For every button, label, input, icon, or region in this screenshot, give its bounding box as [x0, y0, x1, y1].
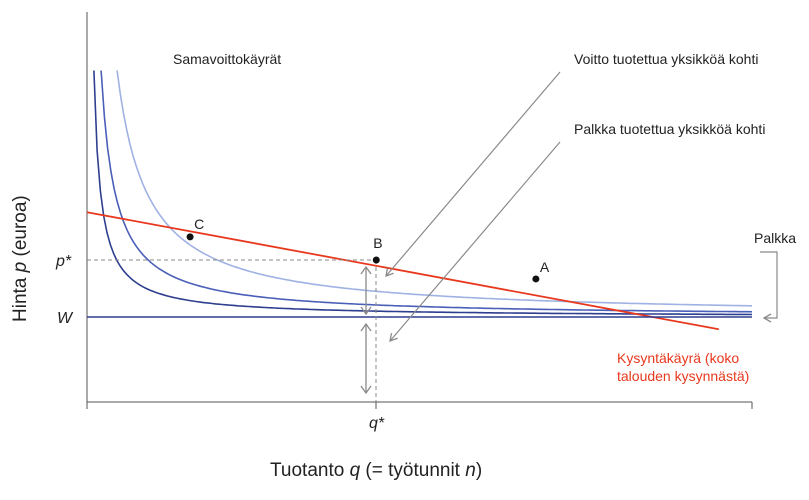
isoprofit-curve-1 — [93, 70, 753, 316]
wage-per-unit-label: Palkka tuotettua yksikköä kohti — [574, 121, 765, 137]
wage-gap-arrow — [360, 322, 372, 395]
wage-per-unit-arrow — [389, 141, 561, 342]
wage-arrow — [760, 251, 778, 323]
isoprofit-curve-2 — [100, 70, 753, 313]
isoprofit-label: Samavoittokäyrät — [173, 51, 281, 67]
y-tick-pstar: p* — [55, 253, 72, 270]
y-tick-w: W — [57, 310, 74, 327]
demand-label-line2: talouden kysynnästä) — [617, 368, 749, 384]
x-tick-qstar: q* — [369, 415, 385, 432]
profit-gap-arrow — [360, 265, 372, 316]
point-b — [372, 256, 380, 264]
point-label-c: C — [194, 216, 204, 232]
series-layer — [86, 70, 753, 331]
demand-curve — [86, 211, 719, 331]
point-label-a: A — [540, 259, 550, 275]
y-axis-title: Hinta p (euroa) — [10, 195, 31, 322]
demand-label-line1: Kysyntäkäyrä (koko — [617, 350, 739, 366]
x-axis-title: Tuotanto q (= työtunnit n) — [270, 460, 482, 481]
wage-label: Palkka — [754, 230, 796, 246]
profit-per-unit-label: Voitto tuotettua yksikköä kohti — [574, 51, 758, 67]
isoprofit-curve-3 — [116, 70, 752, 307]
profit-per-unit-arrow — [385, 71, 561, 277]
points-layer: C B A — [186, 216, 550, 283]
point-a — [532, 275, 540, 283]
point-label-b: B — [373, 235, 382, 251]
point-c — [186, 233, 194, 241]
